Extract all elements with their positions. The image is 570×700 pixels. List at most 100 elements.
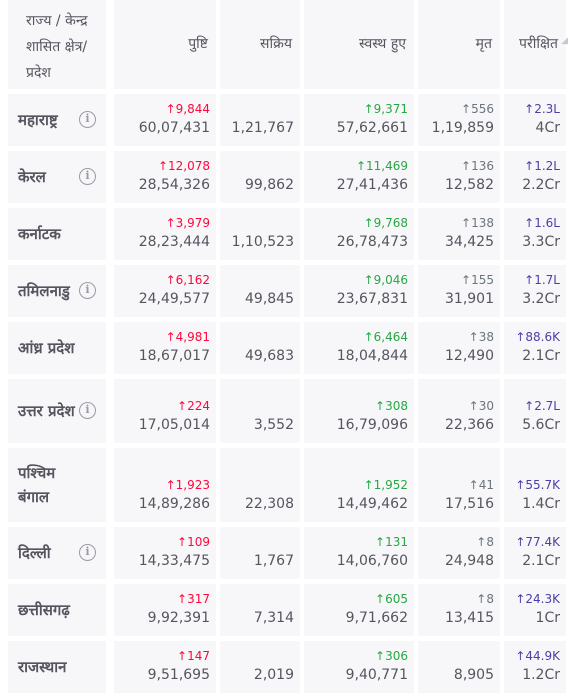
active-value: 22,308 [245, 496, 294, 512]
header-confirmed[interactable]: पुष्टि [114, 0, 216, 89]
tested-delta: ↑24.3K [515, 592, 560, 606]
confirmed-cell: ↑224 17,05,014 [114, 379, 216, 443]
recovered-delta: ↑9,371 [363, 102, 408, 116]
confirmed-value: 28,23,444 [138, 234, 210, 250]
active-cell: 99,862 [220, 151, 300, 203]
active-cell: 49,845 [220, 265, 300, 317]
tested-value: 1.4Cr [522, 496, 560, 512]
recovered-value: 14,06,760 [336, 553, 408, 569]
active-cell: 7,314 [220, 584, 300, 636]
confirmed-delta: ↑224 [177, 399, 210, 413]
tested-delta: ↑2.7L [524, 399, 560, 413]
active-cell: 3,552 [220, 379, 300, 443]
state-name: केरल [18, 168, 46, 186]
active-value: 7,314 [253, 610, 294, 626]
tested-delta: ↑55.7K [515, 478, 560, 492]
tested-value: 2.2Cr [522, 177, 560, 193]
state-cell[interactable]: दिल्ली i [8, 527, 106, 579]
confirmed-delta: ↑317 [177, 592, 210, 606]
deceased-delta: ↑136 [461, 159, 494, 173]
state-cell[interactable]: पश्चिम बंगाल [8, 448, 106, 522]
deceased-cell: ↑41 17,516 [418, 448, 500, 522]
tested-cell: ↑24.3K 1Cr [504, 584, 566, 636]
confirmed-cell: ↑3,979 28,23,444 [114, 208, 216, 260]
info-icon[interactable]: i [79, 282, 96, 299]
state-cell[interactable]: तमिलनाडु i [8, 265, 106, 317]
state-cell[interactable]: आंध्र प्रदेश [8, 322, 106, 374]
confirmed-delta: ↑12,078 [157, 159, 210, 173]
confirmed-value: 28,54,326 [138, 177, 210, 193]
deceased-value: 17,516 [445, 496, 494, 512]
deceased-value: 12,490 [445, 348, 494, 364]
confirmed-value: 14,89,286 [138, 496, 210, 512]
tested-delta: ↑1.2L [524, 159, 560, 173]
deceased-cell: ↑8 13,415 [418, 584, 500, 636]
confirmed-value: 18,67,017 [138, 348, 210, 364]
state-name: दिल्ली [18, 544, 51, 562]
active-cell: 1,767 [220, 527, 300, 579]
info-icon[interactable]: i [79, 168, 96, 185]
info-icon[interactable]: i [79, 402, 96, 419]
recovered-delta: ↑308 [375, 399, 408, 413]
state-cell[interactable]: उत्तर प्रदेश i [8, 379, 106, 443]
confirmed-delta: ↑4,981 [165, 330, 210, 344]
deceased-delta: ↑38 [468, 330, 494, 344]
active-cell: 1,10,523 [220, 208, 300, 260]
deceased-cell: ↑138 34,425 [418, 208, 500, 260]
tested-delta: ↑44.9K [515, 649, 560, 663]
header-confirmed-label: पुष्टि [188, 36, 208, 52]
deceased-value: 13,415 [445, 610, 494, 626]
deceased-delta: ↑155 [461, 273, 494, 287]
recovered-value: 27,41,436 [336, 177, 408, 193]
tested-cell: ↑55.7K 1.4Cr [504, 448, 566, 522]
tested-value: 1Cr [535, 610, 560, 626]
recovered-cell: ↑9,046 23,67,831 [304, 265, 414, 317]
recovered-value: 23,67,831 [336, 291, 408, 307]
state-cell[interactable]: कर्नाटक [8, 208, 106, 260]
header-active-label: सक्रिय [260, 36, 292, 52]
state-cell[interactable]: केरल i [8, 151, 106, 203]
state-cell[interactable]: छत्तीसगढ़ [8, 584, 106, 636]
confirmed-delta: ↑6,162 [165, 273, 210, 287]
info-icon[interactable]: i [79, 544, 96, 561]
state-name: महाराष्ट्र [18, 111, 58, 129]
deceased-cell: ↑136 12,582 [418, 151, 500, 203]
header-active[interactable]: सक्रिय [220, 0, 300, 89]
confirmed-cell: ↑6,162 24,49,577 [114, 265, 216, 317]
recovered-cell: ↑306 9,40,771 [304, 641, 414, 693]
deceased-value: 12,582 [445, 177, 494, 193]
recovered-cell: ↑6,464 18,04,844 [304, 322, 414, 374]
tested-delta: ↑1.7L [524, 273, 560, 287]
confirmed-value: 24,49,577 [138, 291, 210, 307]
tested-delta: ↑2.3L [524, 102, 560, 116]
header-tested-label: परीक्षित [519, 36, 558, 52]
confirmed-delta: ↑147 [177, 649, 210, 663]
tested-value: 1.2Cr [522, 667, 560, 683]
recovered-value: 26,78,473 [336, 234, 408, 250]
recovered-value: 18,04,844 [336, 348, 408, 364]
confirmed-cell: ↑9,844 60,07,431 [114, 94, 216, 146]
header-state[interactable]: राज्य / केन्द्र शासित क्षेत्र/ प्रदेश [8, 0, 106, 89]
state-name: तमिलनाडु [18, 282, 70, 300]
header-deceased[interactable]: मृत [418, 0, 500, 89]
tested-value: 2.1Cr [522, 553, 560, 569]
recovered-delta: ↑6,464 [363, 330, 408, 344]
recovered-delta: ↑131 [375, 535, 408, 549]
active-cell: 2,019 [220, 641, 300, 693]
state-name: छत्तीसगढ़ [18, 601, 70, 619]
tested-delta: ↑1.6L [524, 216, 560, 230]
recovered-cell: ↑308 16,79,096 [304, 379, 414, 443]
spacer [0, 0, 8, 92]
tested-value: 5.6Cr [522, 417, 560, 433]
confirmed-cell: ↑317 9,92,391 [114, 584, 216, 636]
header-tested[interactable]: परीक्षित ◢ [504, 0, 568, 89]
info-icon[interactable]: i [79, 111, 96, 128]
tested-cell: ↑1.2L 2.2Cr [504, 151, 566, 203]
deceased-value: 8,905 [453, 667, 494, 683]
header-recovered-label: स्वस्थ हुए [359, 36, 406, 52]
state-cell[interactable]: महाराष्ट्र i [8, 94, 106, 146]
state-cell[interactable]: राजस्थान [8, 641, 106, 693]
header-recovered[interactable]: स्वस्थ हुए [304, 0, 414, 89]
confirmed-delta: ↑109 [177, 535, 210, 549]
deceased-value: 22,366 [445, 417, 494, 433]
